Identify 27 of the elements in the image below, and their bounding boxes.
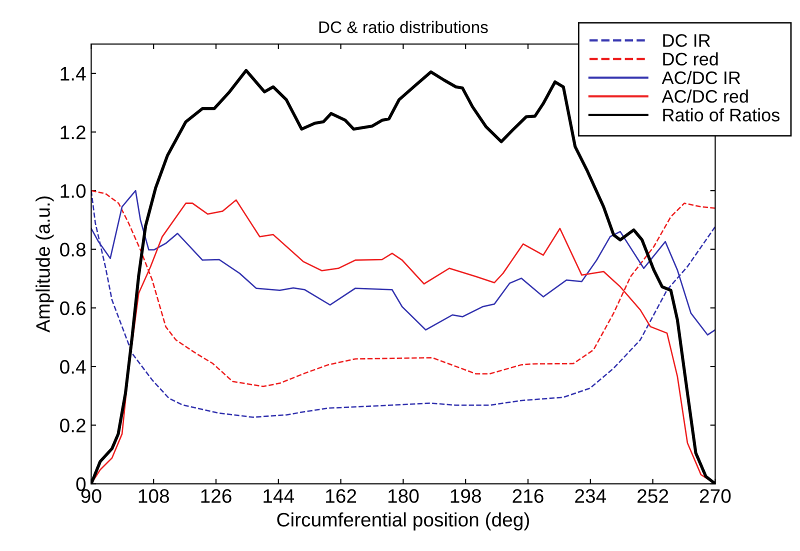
x-tick-label: 90 <box>81 489 102 503</box>
y-tick-label: 0.6 <box>60 301 86 316</box>
y-tick-label: 0.4 <box>60 360 86 374</box>
y-tick-label: 0 <box>76 477 86 492</box>
y-tick-label: 1.2 <box>60 125 86 140</box>
chart-title: DC & ratio distributions <box>319 20 488 34</box>
x-tick-label: 234 <box>575 489 606 503</box>
y-tick-label: 1.0 <box>60 184 86 198</box>
y-tick-label: 1.4 <box>60 67 86 80</box>
x-tick-label: 216 <box>512 489 544 503</box>
legend-label: DC IR <box>663 34 710 47</box>
x-tick-label: 270 <box>700 489 731 503</box>
x-tick-label: 252 <box>638 489 668 503</box>
legend-label: Ratio of Ratios <box>663 108 780 122</box>
x-tick-label: 162 <box>326 489 356 503</box>
x-axis-title: Circumferential position (deg) <box>277 512 529 530</box>
x-tick-label: 198 <box>450 489 481 503</box>
x-tick-label: 126 <box>201 489 232 503</box>
legend-label: DC red <box>663 52 718 66</box>
x-tick-label: 180 <box>388 489 419 503</box>
legend-label: AC/DC red <box>662 90 748 103</box>
x-tick-label: 108 <box>138 489 169 503</box>
y-tick-label: 0.8 <box>60 242 86 257</box>
x-tick-label: 144 <box>264 489 294 503</box>
y-tick-label: 0.2 <box>60 418 86 432</box>
legend-label: AC/DC IR <box>662 70 740 84</box>
y-axis-title: Amplitude (a.u.) <box>36 196 54 333</box>
